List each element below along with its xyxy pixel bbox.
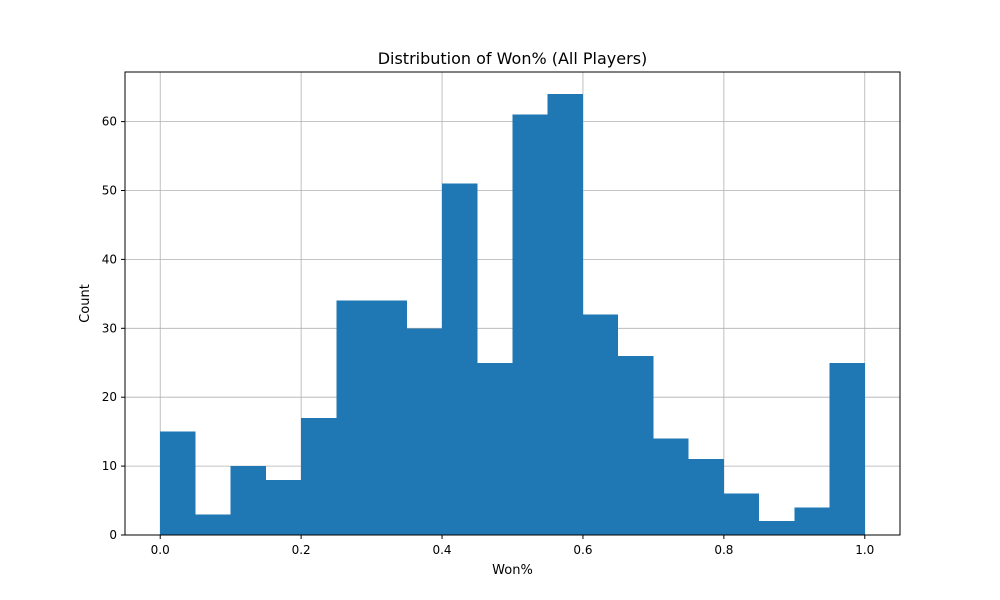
histogram-bar: [301, 417, 337, 535]
histogram-bar: [653, 438, 689, 535]
histogram-bar: [371, 300, 407, 535]
x-tick-label: 0.2: [292, 543, 311, 557]
histogram-bar: [195, 514, 231, 535]
y-tick-label: 20: [102, 390, 117, 404]
x-axis-ticks: 0.0 0.2 0.4 0.6 0.8 1.0: [151, 535, 874, 557]
histogram-bar: [230, 466, 266, 535]
histogram-bar: [265, 479, 302, 535]
x-tick-label: 0.0: [151, 543, 170, 557]
x-axis-label: Won%: [492, 563, 533, 578]
histogram-bar: [160, 431, 196, 535]
x-tick-label: 0.6: [573, 543, 592, 557]
histogram-bar: [688, 459, 724, 535]
x-tick-label: 1.0: [855, 543, 874, 557]
histogram-bar: [336, 300, 372, 535]
histogram-bar: [512, 114, 548, 536]
y-tick-label: 50: [102, 184, 117, 198]
x-tick-label: 0.8: [714, 543, 733, 557]
y-tick-label: 0: [109, 528, 117, 542]
y-axis-ticks: 0 10 20 30 40 50 60: [102, 115, 125, 542]
histogram-bar: [618, 355, 654, 535]
chart-title: Distribution of Won% (All Players): [378, 49, 648, 68]
y-tick-label: 40: [102, 252, 117, 266]
histogram-bars: [160, 94, 865, 536]
histogram-bar: [829, 362, 865, 535]
x-tick-label: 0.4: [432, 543, 451, 557]
histogram-bar: [582, 314, 619, 535]
y-tick-label: 30: [102, 321, 117, 335]
histogram-bar: [723, 493, 760, 535]
y-axis-label: Count: [78, 284, 93, 323]
histogram-bar: [547, 94, 583, 536]
histogram-bar: [477, 362, 513, 535]
histogram-bar: [442, 183, 478, 535]
histogram-bar: [406, 328, 443, 535]
histogram-bar: [794, 507, 830, 535]
y-tick-label: 10: [102, 459, 117, 473]
histogram-bar: [759, 521, 795, 535]
plot-area-frame: [124, 71, 901, 536]
y-tick-label: 60: [102, 115, 117, 129]
